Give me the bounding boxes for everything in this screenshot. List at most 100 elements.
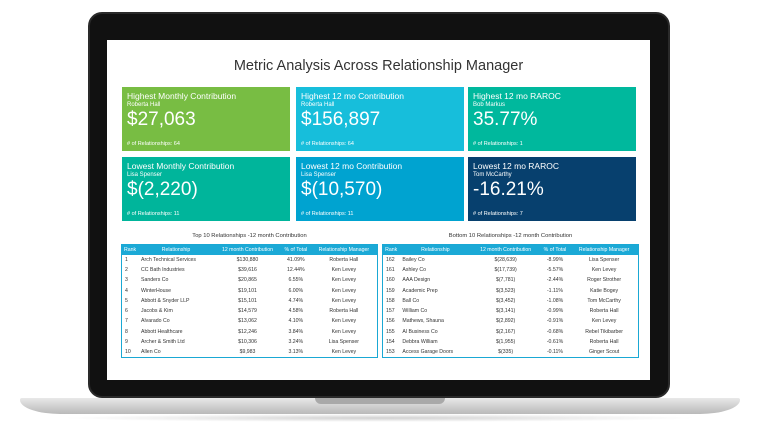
table-row[interactable]: 4 WinterHouse $19,101 6.00% Ken Levey bbox=[122, 285, 378, 295]
card-heading: Lowest 12 mo Contribution bbox=[301, 161, 403, 171]
card-manager: Lisa Spenser bbox=[127, 172, 163, 178]
card-value: $27,063 bbox=[127, 109, 196, 130]
table-cell: Access Garage Doors bbox=[402, 349, 454, 356]
table-cell: 6.00% bbox=[288, 287, 304, 294]
column-header[interactable]: 12 month Contribution bbox=[471, 244, 540, 255]
table-cell: Lisa Spenser bbox=[328, 339, 359, 346]
metric-card: Highest 12 mo RAROC Bob Markus 35.77% # … bbox=[468, 87, 636, 151]
table-row[interactable]: 3 Sanders Co $20,865 6.55% Ken Levey bbox=[122, 275, 378, 285]
metric-card: Highest 12 mo Contribution Roberta Hall … bbox=[296, 87, 464, 151]
column-header[interactable]: Rank bbox=[121, 244, 139, 255]
table-cell: Arch Technical Services bbox=[141, 256, 197, 263]
laptop-base bbox=[20, 398, 740, 414]
table-row[interactable]: 157 William Co $(3,141) -0.99% Roberta Hall bbox=[383, 306, 639, 316]
table-cell: Al Business Co bbox=[402, 328, 438, 335]
column-header[interactable]: Relationship Manager bbox=[310, 244, 378, 255]
table-cell: 2 bbox=[125, 266, 128, 273]
table-row[interactable]: 154 Debbra William $(1,955) -0.61% Roberta H… bbox=[383, 337, 639, 347]
table-cell: $(17,739) bbox=[494, 266, 517, 273]
table-cell: $10,306 bbox=[238, 339, 257, 346]
table-cell: Ken Levey bbox=[331, 318, 357, 325]
table-cell: $14,579 bbox=[238, 308, 257, 315]
table-row[interactable]: 2 CC Bath Industries $39,616 12.44% Ken Leve… bbox=[122, 265, 378, 275]
table-cell: 41.09% bbox=[287, 256, 305, 263]
table-row[interactable]: 10 Allen Co $9,983 3.13% Ken Levey bbox=[122, 347, 378, 357]
card-value: 35.77% bbox=[473, 109, 538, 130]
card-manager: Tom McCarthy bbox=[473, 172, 512, 178]
table-cell: Roberta Hall bbox=[589, 308, 619, 315]
table-cell: Mathews, Shauna bbox=[402, 318, 444, 325]
table-cell: 4.74% bbox=[288, 297, 304, 304]
card-manager: Bob Markus bbox=[473, 102, 506, 108]
table-cell: $9,983 bbox=[239, 349, 256, 356]
table-cell: 158 bbox=[386, 297, 395, 304]
column-header[interactable]: Rank bbox=[382, 244, 400, 255]
table-row[interactable]: 162 Bailey Co $(28,639) -8.99% Lisa Spenser bbox=[383, 255, 639, 265]
table-row[interactable]: 155 Al Business Co $(2,167) -0.68% Rebel Tik… bbox=[383, 327, 639, 337]
table-cell: Ken Levey bbox=[331, 297, 357, 304]
column-header[interactable]: Relationship bbox=[138, 244, 215, 255]
table-cell: Archer & Smith Ltd bbox=[141, 339, 185, 346]
table-row[interactable]: 156 Mathews, Shauna $(2,892) -0.91% Ken Leve… bbox=[383, 316, 639, 326]
table-cell: -8.99% bbox=[546, 256, 564, 263]
table-cell: WinterHouse bbox=[141, 287, 172, 294]
laptop-notch bbox=[315, 398, 445, 404]
table-cell: 7 bbox=[125, 318, 128, 325]
table-cell: Ken Levey bbox=[591, 266, 617, 273]
table-cell: Ken Levey bbox=[331, 349, 357, 356]
card-heading: Lowest 12 mo RAROC bbox=[473, 161, 559, 171]
table-cell: Roger Strother bbox=[587, 277, 622, 284]
column-header[interactable]: Relationship Manager bbox=[570, 244, 639, 255]
table-cell: 153 bbox=[386, 349, 395, 356]
card-footer: # of Relationships: 64 bbox=[301, 141, 354, 147]
table-row[interactable]: 153 Access Garage Doors $(335) -0.11% Ginger… bbox=[383, 347, 639, 357]
table-cell: Lisa Spenser bbox=[588, 256, 620, 263]
card-value: $(10,570) bbox=[301, 179, 383, 200]
table-cell: CC Bath Industries bbox=[141, 266, 185, 273]
card-value: -16.21% bbox=[473, 179, 544, 200]
table-cell: -5.57% bbox=[546, 266, 564, 273]
table-cell: Ken Levey bbox=[331, 266, 357, 273]
table-cell: Ashley Co bbox=[402, 266, 427, 273]
table-cell: -2.44% bbox=[546, 277, 564, 284]
card-heading: Highest 12 mo Contribution bbox=[301, 91, 405, 101]
column-header[interactable]: 12 month Contribution bbox=[214, 244, 281, 255]
table-row[interactable]: 9 Archer & Smith Ltd $10,306 3.24% Lisa Spen… bbox=[122, 337, 378, 347]
table-cell: $(28,639) bbox=[494, 256, 517, 263]
table-row[interactable]: 6 Jacobs & Kim $14,579 4.58% Roberta Hall bbox=[122, 306, 378, 316]
table-cell: $(3,452) bbox=[495, 297, 516, 304]
table-row[interactable]: 1 Arch Technical Services $130,880 41.09% Ro… bbox=[122, 255, 378, 265]
table-caption: Bottom 10 Relationships -12 month Contri… bbox=[448, 233, 573, 239]
table-cell: Ball Co bbox=[402, 297, 420, 304]
table-cell: 3.24% bbox=[288, 339, 304, 346]
table-cell: $(2,167) bbox=[495, 328, 516, 335]
table-cell: $(3,141) bbox=[495, 308, 516, 315]
card-footer: # of Relationships: 1 bbox=[473, 141, 523, 147]
table-row[interactable]: 159 Academic Prep $(3,523) -1.11% Katie Boge… bbox=[383, 285, 639, 295]
table-row[interactable]: 161 Ashley Co $(17,739) -5.57% Ken Levey bbox=[383, 265, 639, 275]
table-row[interactable]: 5 Abbott & Snyder LLP $15,101 4.74% Ken Leve… bbox=[122, 296, 378, 306]
table-row[interactable]: 7 Alvarado Co $13,062 4.10% Ken Levey bbox=[122, 316, 378, 326]
table-cell: Bailey Co bbox=[402, 256, 425, 263]
card-footer: # of Relationships: 7 bbox=[473, 211, 523, 217]
dashboard-screen: Metric Analysis Across Relationship Mana… bbox=[107, 40, 650, 380]
table-cell: -0.11% bbox=[546, 349, 564, 356]
table-header: Rank Relationship 12 month Contribution% o… bbox=[382, 244, 639, 255]
column-header[interactable]: % of Total bbox=[280, 244, 311, 255]
column-header[interactable]: Relationship bbox=[399, 244, 472, 255]
table-row[interactable]: 160 AAA Design $(7,781) -2.44% Roger Strothe… bbox=[383, 275, 639, 285]
metric-card: Lowest 12 mo RAROC Tom McCarthy -16.21% … bbox=[468, 157, 636, 221]
table-row[interactable]: 8 Abbott Healthcare $12,246 3.84% Ken Levey bbox=[122, 327, 378, 337]
table-cell: Abbott & Snyder LLP bbox=[141, 297, 190, 304]
table-cell: $12,246 bbox=[238, 328, 257, 335]
table-cell: 162 bbox=[386, 256, 395, 263]
table-cell: Roberta Hall bbox=[329, 256, 359, 263]
table-cell: -1.11% bbox=[546, 287, 564, 294]
column-header[interactable]: % of Total bbox=[539, 244, 571, 255]
table-cell: 155 bbox=[386, 328, 395, 335]
table-cell: Ginger Scout bbox=[588, 349, 620, 356]
table-cell: 4 bbox=[125, 287, 128, 294]
table-cell: Debbra William bbox=[402, 339, 438, 346]
card-heading: Highest 12 mo RAROC bbox=[473, 91, 561, 101]
table-row[interactable]: 158 Ball Co $(3,452) -1.08% Tom McCarthy bbox=[383, 296, 639, 306]
